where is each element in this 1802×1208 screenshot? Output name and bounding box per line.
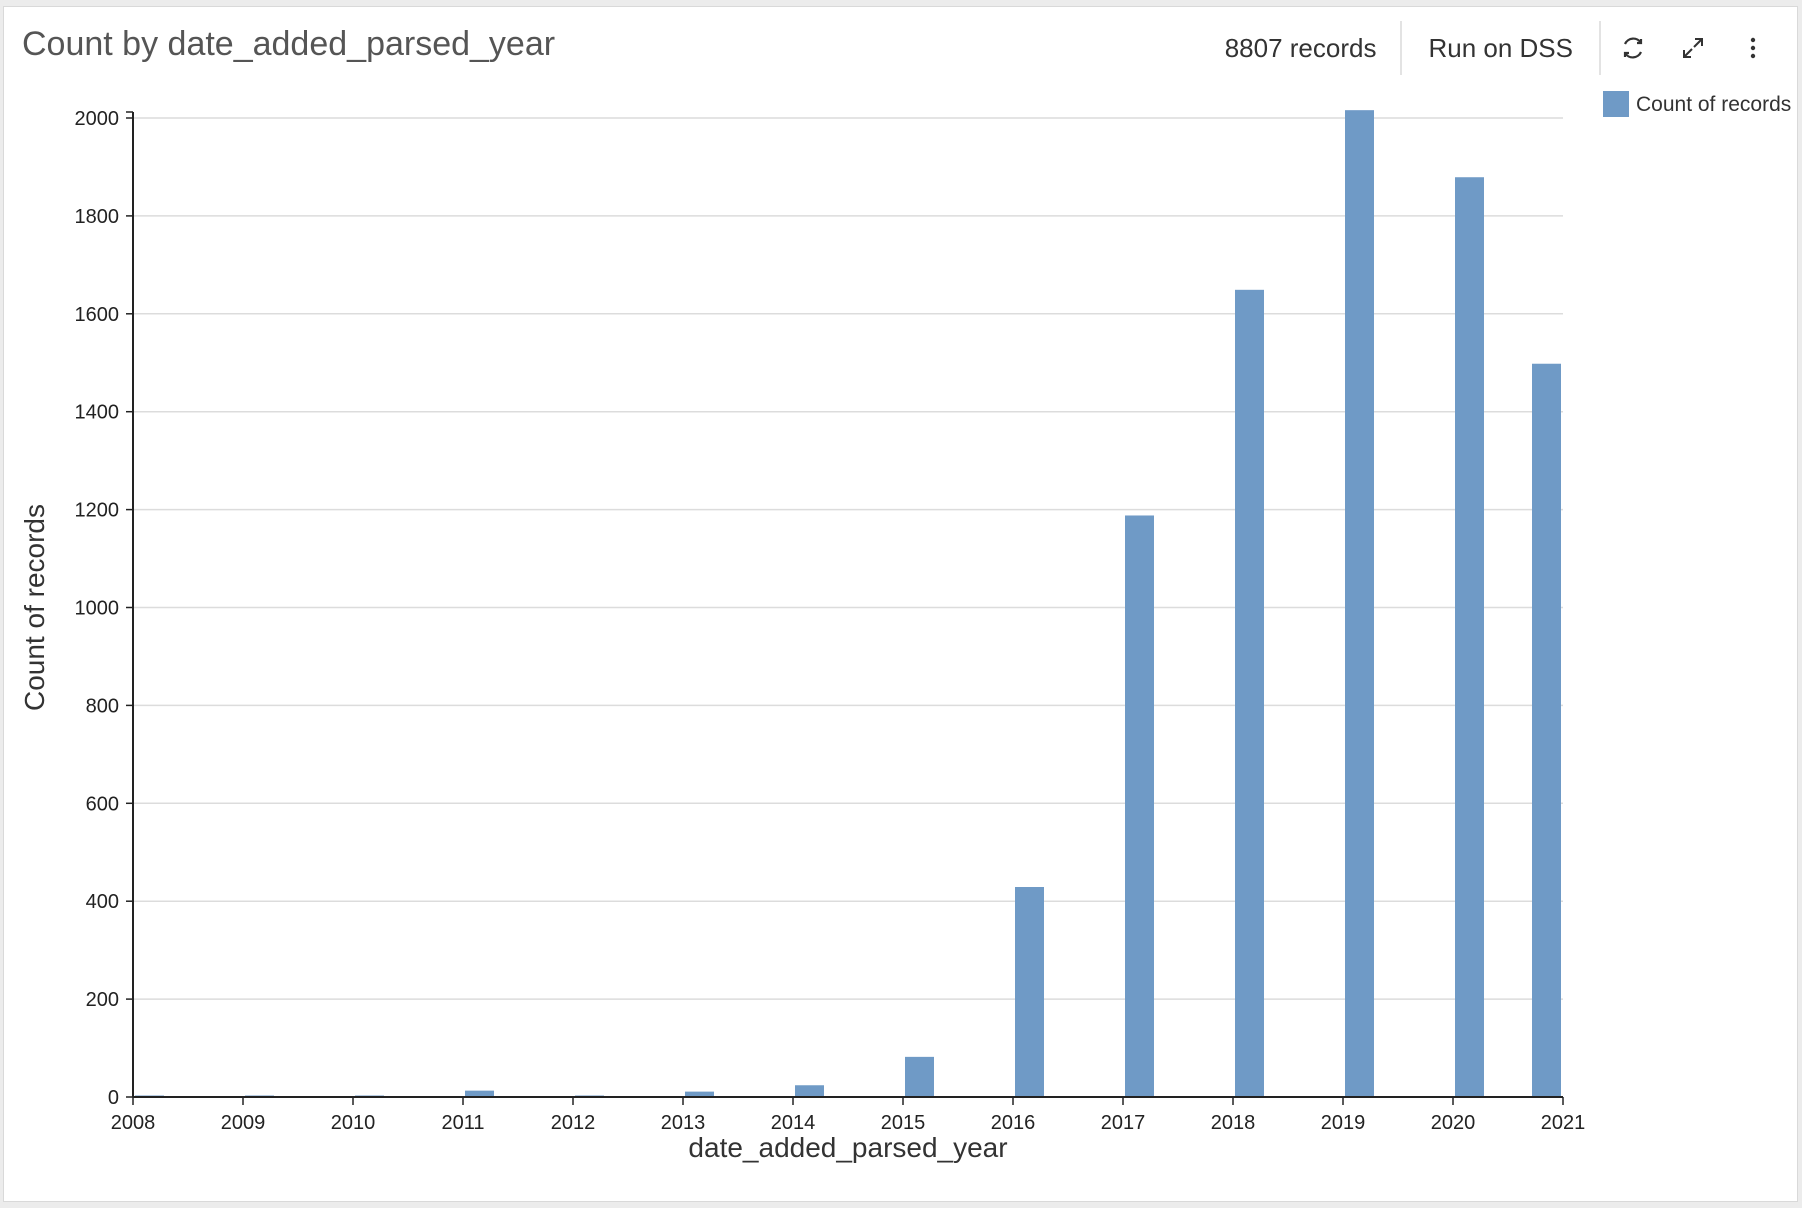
x-tick-label: 2019 — [1321, 1112, 1366, 1134]
chart-toolbar: 8807 records Run on DSS — [1201, 21, 1781, 75]
x-axis-title: date_added_parsed_year — [688, 1132, 1007, 1163]
x-tick-label: 2016 — [991, 1112, 1036, 1134]
y-tick-label: 400 — [86, 891, 119, 913]
x-tick-label: 2020 — [1431, 1112, 1476, 1134]
x-tick-label: 2018 — [1211, 1112, 1256, 1134]
bar-2015 — [905, 1056, 934, 1097]
y-tick-label: 600 — [86, 793, 119, 815]
x-tick-label: 2014 — [771, 1112, 816, 1134]
legend-label: Count of records — [1636, 93, 1791, 116]
bar-2011 — [465, 1090, 494, 1097]
y-axis-title: Count of records — [19, 504, 50, 711]
bar-2019 — [1345, 110, 1374, 1098]
x-tick-label: 2013 — [661, 1112, 706, 1134]
x-tick-label: 2011 — [441, 1112, 484, 1134]
bar-2021 — [1532, 363, 1561, 1097]
chart-panel: Count by date_added_parsed_year 8807 rec… — [3, 6, 1798, 1202]
bar-2020 — [1455, 177, 1484, 1098]
y-tick-label: 1600 — [75, 304, 120, 326]
x-tick-label: 2010 — [331, 1112, 376, 1134]
bars — [135, 110, 1561, 1098]
x-tick-labels: 2008 2009 2010 2011 2012 2013 2014 2015 2016 2017… — [111, 1112, 1586, 1134]
y-tick-label: 1400 — [75, 402, 120, 424]
expand-icon[interactable] — [1665, 21, 1721, 75]
y-tick-label: 1000 — [75, 598, 120, 620]
x-tick-label: 2021 — [1541, 1112, 1586, 1134]
y-tick-label: 0 — [108, 1087, 119, 1109]
axes — [126, 111, 1564, 1105]
x-tick-label: 2017 — [1101, 1112, 1146, 1134]
chart-title: Count by date_added_parsed_year — [22, 25, 556, 63]
y-tick-label: 1800 — [75, 206, 120, 228]
bar-2017 — [1125, 515, 1154, 1097]
bar-2016 — [1015, 887, 1044, 1097]
x-tick-label: 2008 — [111, 1112, 156, 1134]
bar-2018 — [1235, 289, 1264, 1097]
x-tick-label: 2009 — [221, 1112, 266, 1134]
legend: Count of records — [1603, 91, 1791, 117]
y-tick-label: 2000 — [75, 108, 120, 130]
bar-2014 — [795, 1085, 824, 1097]
bar-chart: 0 200 400 600 800 1000 1200 1400 1600 1800 2000 20… — [19, 91, 1791, 1163]
y-tick-label: 200 — [86, 989, 119, 1011]
record-count: 8807 records — [1201, 21, 1403, 75]
y-tick-label: 800 — [86, 695, 119, 717]
run-on-dss-button[interactable]: Run on DSS — [1402, 21, 1601, 75]
y-tick-labels: 0 200 400 600 800 1000 1200 1400 1600 1800 2000 — [75, 108, 120, 1109]
more-vertical-icon[interactable] — [1725, 21, 1781, 75]
refresh-icon[interactable] — [1605, 21, 1661, 75]
x-tick-label: 2012 — [551, 1112, 596, 1134]
bar-2013 — [685, 1091, 714, 1097]
grid-lines — [133, 117, 1563, 1000]
x-tick-label: 2015 — [881, 1112, 926, 1134]
y-tick-label: 1200 — [75, 500, 120, 522]
legend-swatch — [1603, 91, 1629, 117]
